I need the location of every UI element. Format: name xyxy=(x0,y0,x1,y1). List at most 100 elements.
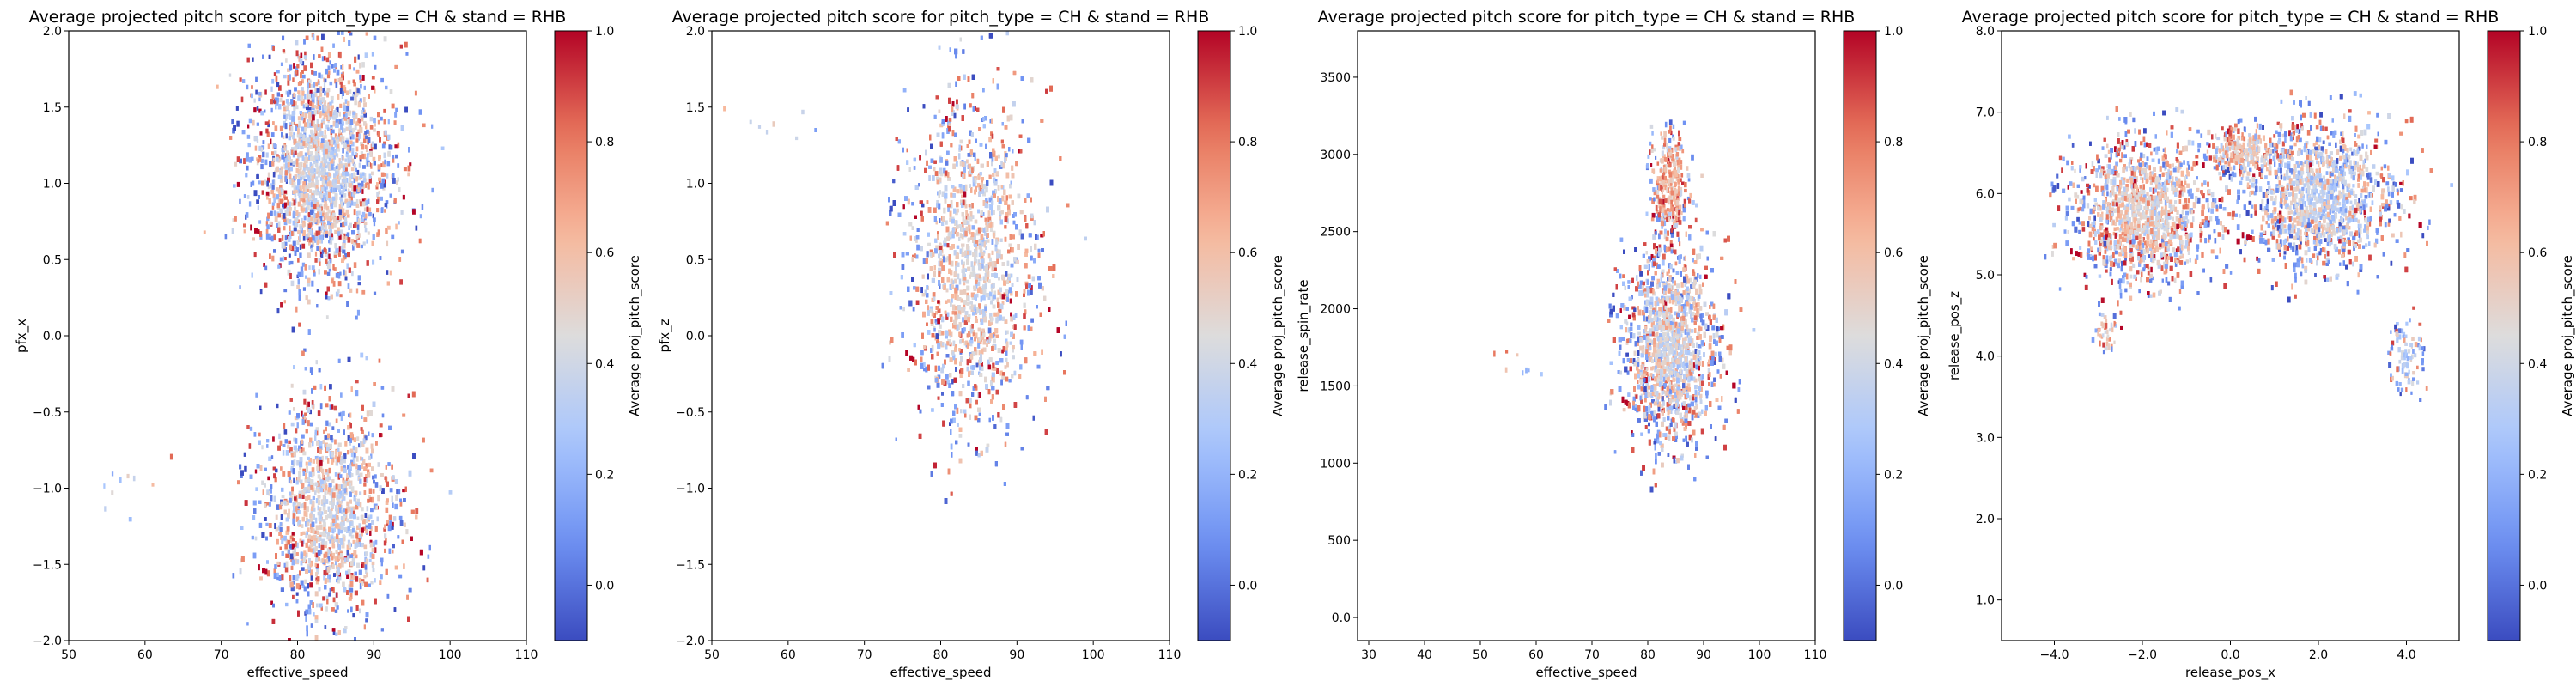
hexbin-cell xyxy=(305,469,308,473)
hexbin-cell xyxy=(379,485,382,491)
hexbin-cell xyxy=(308,237,313,243)
hexbin-cell xyxy=(325,124,330,130)
hexbin-cell xyxy=(288,638,291,641)
hexbin-cell xyxy=(355,235,359,240)
hexbin-cell xyxy=(290,451,294,455)
hexbin-cell xyxy=(305,512,308,518)
hexbin-cell xyxy=(333,485,337,492)
hexbin-cell xyxy=(397,489,401,495)
hexbin-cell xyxy=(397,142,400,149)
hexbin-cell xyxy=(353,550,357,556)
hexbin-cell xyxy=(317,536,320,542)
hexbin-cell xyxy=(387,462,391,466)
hexbin-cell xyxy=(351,147,355,152)
hexbin-cell xyxy=(345,126,349,131)
hexbin-cell xyxy=(359,155,362,160)
hexbin-cell xyxy=(341,210,343,216)
hexbin-cell xyxy=(367,231,370,235)
hexbin-cell xyxy=(325,293,328,300)
hexbin-cell xyxy=(305,275,307,279)
hexbin-cell xyxy=(284,123,288,130)
hexbin-cell xyxy=(349,119,354,125)
hexbin-cell xyxy=(267,212,270,219)
hexbin-cell xyxy=(309,367,313,373)
hexbin-cell xyxy=(384,179,386,185)
hexbin-cell xyxy=(341,492,344,497)
hexbin-cell xyxy=(350,451,355,458)
hexbin-cell xyxy=(365,612,369,618)
hexbin-cell xyxy=(325,68,329,75)
hexbin-cell xyxy=(329,539,331,544)
hexbin-cell xyxy=(355,138,359,143)
hexbin-cell xyxy=(349,529,353,534)
hexbin-cell xyxy=(294,191,297,198)
hexbin-cell xyxy=(303,65,307,71)
hexbin-cell xyxy=(351,192,355,198)
hexbin-cell xyxy=(264,121,269,125)
hexbin-cell xyxy=(278,532,282,536)
hexbin-cell xyxy=(361,543,364,548)
hexbin-cell xyxy=(328,268,331,272)
hexbin-cell xyxy=(335,505,337,512)
hexbin-cell xyxy=(291,231,294,236)
hexbin-cell xyxy=(313,82,316,88)
hexbin-cell xyxy=(349,158,352,163)
hexbin-cell xyxy=(331,64,334,69)
hexbin-cell xyxy=(372,475,375,480)
hexbin-cell xyxy=(331,137,335,142)
hexbin-cell xyxy=(327,65,331,70)
hexbin-cell xyxy=(354,590,358,596)
hexbin-cell xyxy=(368,178,372,184)
hexbin-cell xyxy=(342,581,345,587)
hexbin-cell xyxy=(301,90,305,96)
hexbin-cell xyxy=(355,199,359,204)
hexbin-cell xyxy=(341,138,343,145)
hexbin-cell xyxy=(312,195,314,200)
hexbin-cell xyxy=(307,223,309,228)
hexbin-cell xyxy=(264,265,268,271)
hexbin-cell xyxy=(313,110,317,117)
hexbin-cell xyxy=(330,95,334,100)
hexbin-cell xyxy=(312,500,315,505)
hexbin-cell xyxy=(315,142,319,148)
hexbin-cell xyxy=(335,291,339,297)
hexbin-cell xyxy=(330,211,333,217)
hexbin-cell xyxy=(301,489,306,495)
hexbin-cell xyxy=(392,502,394,508)
hexbin-cell xyxy=(308,228,312,234)
hexbin-cell xyxy=(373,118,376,124)
hexbin-cell xyxy=(307,495,311,500)
hexbin-cell xyxy=(329,258,332,264)
hexbin-cell xyxy=(292,161,295,166)
hexbin-cell xyxy=(305,473,307,479)
hexbin-cell xyxy=(335,218,337,224)
hexbin-cell xyxy=(306,197,310,202)
hexbin-cell xyxy=(354,155,356,159)
hexbin-cell xyxy=(364,564,368,570)
hexbin-cell xyxy=(309,437,313,443)
hexbin-cell xyxy=(327,103,330,109)
hexbin-cell xyxy=(333,68,336,73)
hexbin-cell xyxy=(329,234,331,240)
hexbin-cell xyxy=(276,82,280,88)
hexbin-cell xyxy=(306,466,308,471)
hexbin-cell xyxy=(321,186,325,192)
hexbin-cell xyxy=(340,392,343,398)
hexbin-cell xyxy=(325,484,328,491)
hexbin-cell xyxy=(357,275,361,281)
hexbin-cell xyxy=(323,216,326,221)
hexbin-cell xyxy=(313,269,316,273)
hexbin-cell xyxy=(374,143,377,150)
hexbin-cell xyxy=(326,264,331,269)
hexbin-cell xyxy=(333,149,337,154)
hexbin-cell xyxy=(373,220,376,227)
hexbin-cell xyxy=(351,158,355,164)
hexbin-cell xyxy=(255,392,258,398)
hexbin-cell xyxy=(323,570,326,576)
hexbin-cell xyxy=(344,140,349,144)
hexbin-cell xyxy=(403,563,405,569)
hexbin-cell xyxy=(343,221,348,226)
hexbin-cell xyxy=(301,262,306,267)
hexbin-cell xyxy=(326,216,331,222)
hexbin-cell xyxy=(288,410,291,415)
